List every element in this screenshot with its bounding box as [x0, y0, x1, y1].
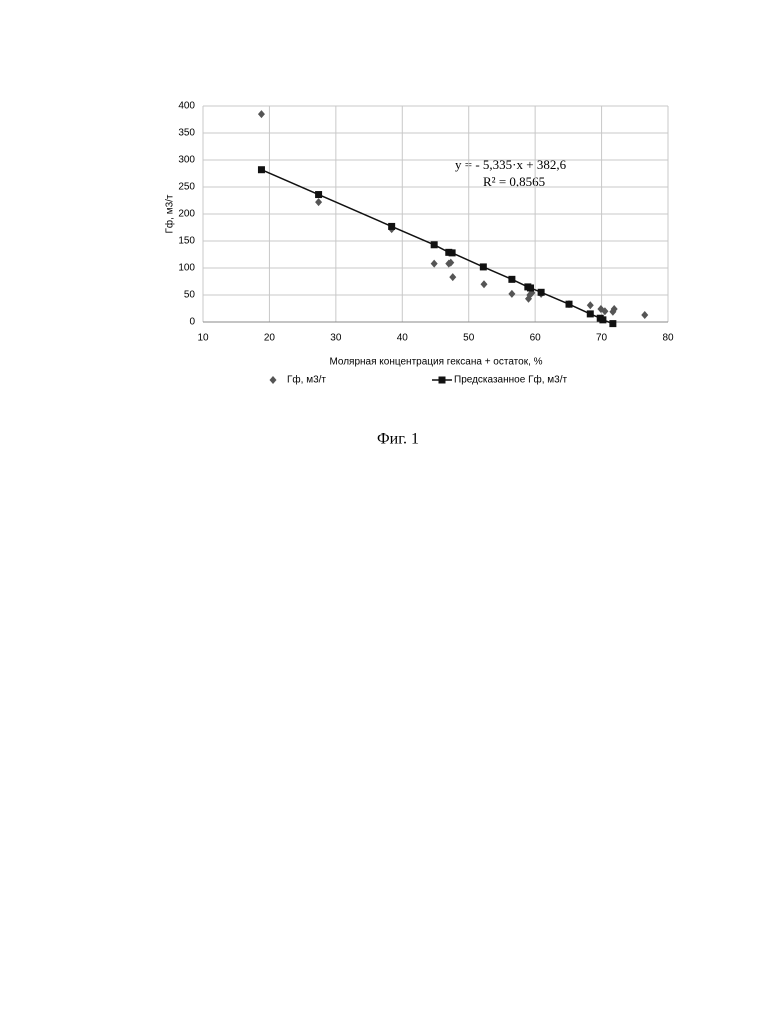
y-tick-label: 300	[178, 155, 195, 166]
y-tick-label: 50	[184, 290, 196, 301]
x-tick-label: 40	[397, 333, 409, 344]
square-marker	[538, 289, 545, 296]
y-tick-label: 200	[178, 209, 195, 220]
equation: y = - 5,335·x + 382,6	[455, 157, 567, 172]
x-tick-label: 10	[197, 333, 209, 344]
square-marker	[587, 310, 594, 317]
diamond-marker	[449, 273, 456, 281]
legend-label: Гф, м3/т	[287, 374, 326, 386]
diamond-marker	[508, 290, 515, 298]
page: Гф, м3/т Молярная концентрация гексана +…	[0, 0, 780, 1009]
x-tick-label: 80	[662, 333, 674, 344]
square-marker	[599, 316, 606, 323]
x-tick-label: 70	[596, 333, 608, 344]
x-tick-label: 50	[463, 333, 475, 344]
square-marker	[480, 263, 487, 270]
y-tick-label: 0	[189, 317, 195, 328]
square-marker	[449, 249, 456, 256]
square-marker	[508, 276, 515, 283]
square-marker	[566, 301, 573, 308]
x-tick-label: 20	[264, 333, 276, 344]
diamond-marker	[270, 376, 277, 384]
square-marker	[609, 320, 616, 327]
diamond-marker	[480, 280, 487, 288]
x-tick-label: 60	[530, 333, 542, 344]
diamond-marker	[431, 260, 438, 268]
y-tick-label: 150	[178, 236, 195, 247]
square-marker	[431, 241, 438, 248]
y-tick-label: 100	[178, 263, 195, 274]
square-marker	[439, 377, 446, 384]
diamond-marker	[587, 301, 594, 309]
legend-label: Предсказанное Гф, м3/т	[454, 374, 567, 386]
diamond-marker	[641, 311, 648, 319]
x-axis-label: Молярная концентрация гексана + остаток,…	[329, 357, 542, 368]
y-tick-label: 350	[178, 128, 195, 139]
square-marker	[315, 191, 322, 198]
y-tick-label: 250	[178, 182, 195, 193]
square-marker	[527, 284, 534, 291]
caption: Фиг. 1	[377, 431, 419, 448]
square-marker	[388, 223, 395, 230]
y-axis-label: Гф, м3/т	[164, 194, 176, 233]
square-marker	[258, 166, 265, 173]
diamond-marker	[258, 110, 265, 118]
diamond-marker	[315, 198, 322, 206]
y-tick-label: 400	[178, 101, 195, 112]
x-tick-label: 30	[330, 333, 342, 344]
